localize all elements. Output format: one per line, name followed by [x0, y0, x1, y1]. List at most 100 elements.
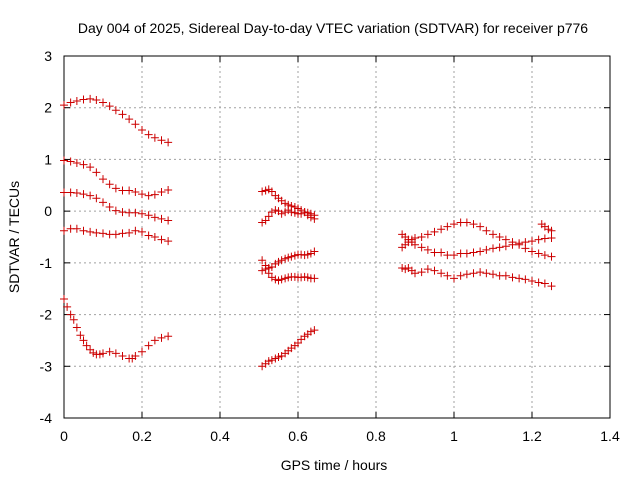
data-point: [150, 190, 159, 199]
data-point: [267, 187, 276, 196]
series-s11: [398, 230, 556, 260]
data-point: [540, 251, 549, 260]
data-point: [118, 110, 127, 119]
series-s10: [258, 326, 319, 371]
data-point: [515, 240, 524, 249]
series-s13: [398, 264, 556, 291]
data-point: [131, 226, 140, 235]
data-point: [125, 115, 134, 124]
data-point: [469, 269, 478, 278]
data-point: [99, 229, 107, 238]
x-tick-label: 0.4: [210, 428, 230, 444]
x-tick-label: 1.4: [600, 428, 620, 444]
data-point: [92, 168, 101, 177]
data-point: [105, 203, 114, 212]
data-point: [79, 190, 88, 199]
data-point: [297, 209, 306, 218]
data-point: [423, 265, 432, 274]
data-point: [508, 273, 517, 282]
data-point: [306, 209, 315, 218]
data-point: [258, 256, 267, 265]
data-point: [423, 245, 432, 254]
series-s9: [258, 265, 319, 285]
data-points: [60, 94, 556, 371]
data-point: [131, 208, 140, 217]
data-point: [164, 216, 173, 225]
data-point: [105, 180, 114, 189]
data-point: [79, 95, 88, 104]
x-tick-label: 1: [450, 428, 458, 444]
data-point: [86, 94, 95, 103]
data-point: [528, 247, 536, 256]
data-point: [258, 218, 267, 227]
data-point: [476, 247, 485, 256]
data-point: [157, 214, 166, 223]
data-point: [111, 206, 120, 215]
data-point: [547, 252, 556, 261]
data-point: [267, 208, 276, 217]
data-point: [534, 249, 543, 258]
data-point: [72, 159, 81, 168]
data-point: [287, 252, 296, 261]
data-point: [456, 271, 465, 280]
y-tick-label: 0: [44, 203, 52, 219]
data-point: [489, 270, 497, 279]
series-s6: [258, 185, 319, 223]
data-point: [489, 244, 497, 253]
series-s3: [60, 188, 173, 225]
data-point: [411, 234, 419, 243]
series-s4: [60, 224, 173, 246]
data-point: [60, 156, 68, 165]
data-point: [534, 235, 543, 244]
data-point: [469, 220, 478, 229]
data-point: [138, 227, 146, 236]
y-tick-label: 1: [44, 151, 52, 167]
series-s8: [258, 247, 319, 273]
data-point: [417, 243, 426, 252]
data-point: [437, 269, 446, 278]
data-point: [443, 222, 452, 231]
data-point: [306, 327, 315, 336]
data-point: [443, 271, 452, 280]
data-point: [258, 266, 267, 275]
data-point: [144, 341, 153, 350]
data-point: [138, 190, 146, 199]
data-point: [430, 227, 439, 236]
data-point: [72, 96, 81, 105]
data-point: [521, 275, 530, 284]
data-point: [79, 160, 88, 169]
data-point: [547, 282, 556, 291]
data-point: [164, 237, 173, 246]
data-point: [125, 186, 134, 195]
x-tick-label: 0.8: [366, 428, 386, 444]
data-point: [118, 351, 127, 360]
data-point: [501, 235, 510, 244]
data-point: [131, 351, 140, 360]
data-point: [138, 209, 146, 218]
data-point: [450, 251, 458, 260]
data-point: [144, 231, 153, 240]
series-s1: [60, 94, 173, 147]
data-point: [437, 248, 446, 257]
data-point: [60, 226, 68, 235]
data-point: [82, 341, 91, 350]
data-point: [66, 310, 75, 319]
data-point: [92, 95, 101, 104]
data-point: [86, 191, 95, 200]
data-point: [111, 349, 120, 358]
data-point: [287, 208, 296, 217]
data-point: [423, 230, 432, 239]
data-point: [450, 274, 458, 283]
data-point: [310, 247, 319, 256]
data-point: [482, 269, 491, 278]
y-tick-label: -4: [40, 410, 53, 426]
y-tick-label: 2: [44, 100, 52, 116]
data-point: [99, 98, 107, 107]
data-point: [92, 194, 101, 203]
data-point: [72, 189, 81, 198]
data-point: [66, 157, 75, 166]
data-point: [157, 235, 166, 244]
x-tick-label: 0: [60, 428, 68, 444]
data-point: [79, 226, 88, 235]
data-point: [150, 133, 159, 142]
